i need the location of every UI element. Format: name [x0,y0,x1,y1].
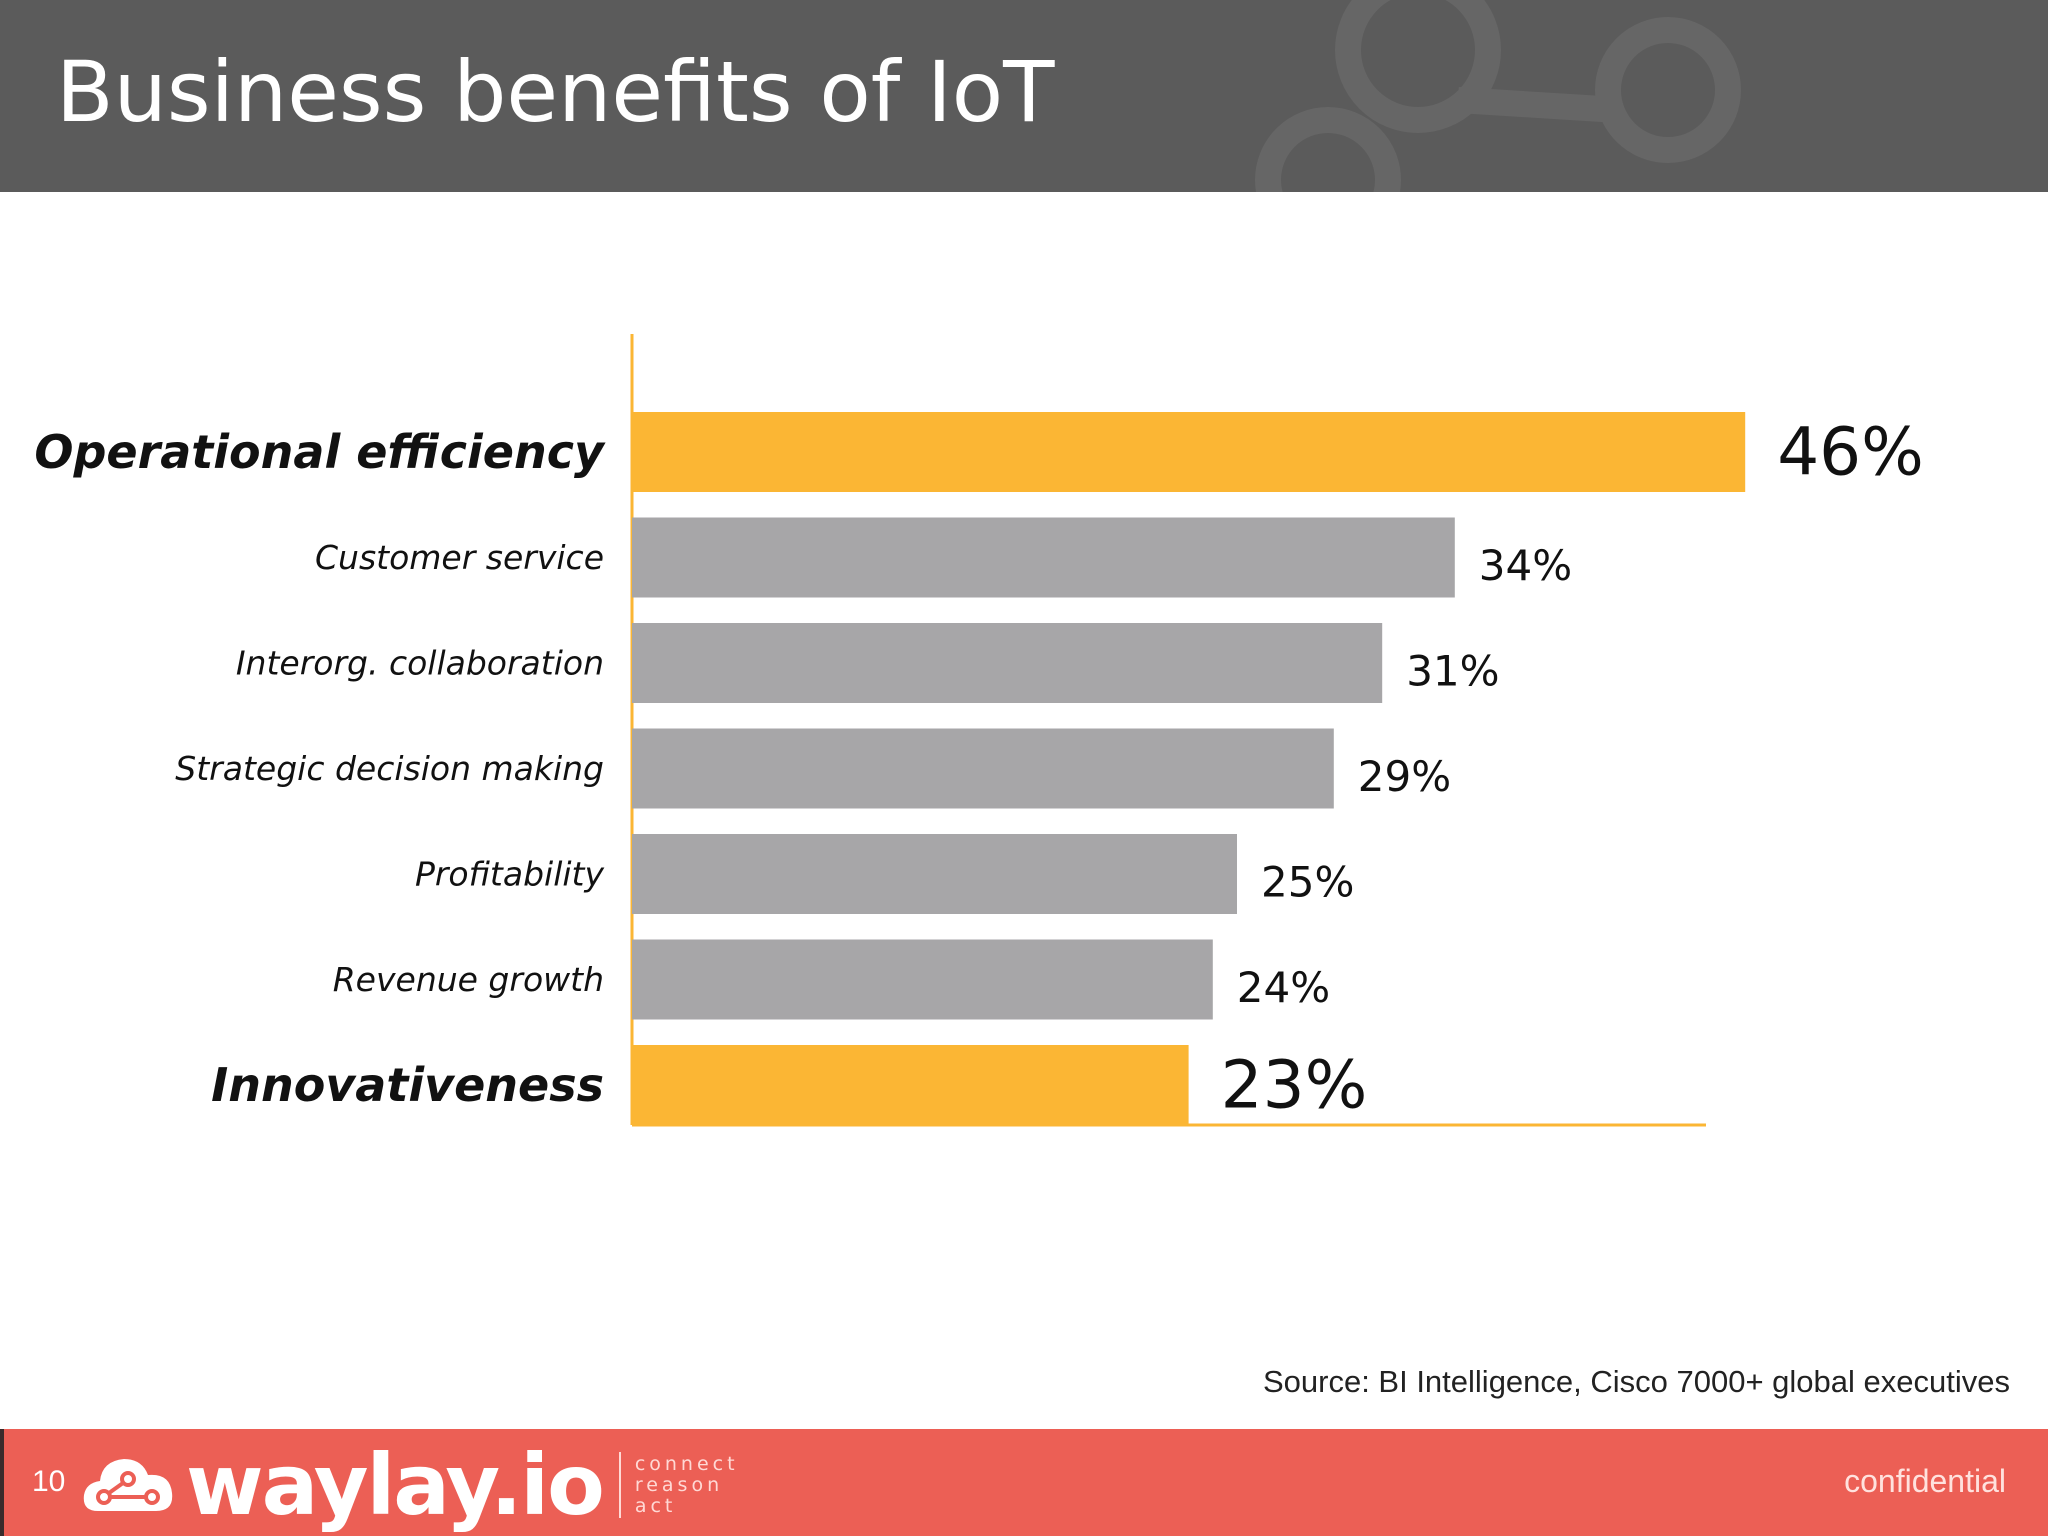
waylay-logo: waylay.io connect reason act [80,1439,739,1531]
header-network-icon [1255,0,1741,192]
footer-edge [0,1429,4,1536]
category-label-innovativeness: Innovativeness [211,1058,604,1112]
value-label-innovativeness: 23% [1221,1047,1368,1124]
bar-profitability [632,834,1237,914]
value-label-revenue-growth: 24% [1237,963,1330,1012]
bar-chart: Operational efficiency Customer service In… [34,334,1924,1127]
bar-operational-efficiency [632,412,1746,492]
tagline-act: act [634,1494,677,1517]
logo-divider [618,1452,621,1518]
category-label-customer-service: Customer service [315,538,604,577]
slide-title: Business benefits of IoT [56,43,1055,141]
value-label-profitability: 25% [1261,858,1354,907]
slide-footer: 10 waylay.io connect reason act confiden… [0,1429,2048,1536]
bar-strategic-decision-making [632,728,1334,809]
category-label-profitability: Profitability [415,855,605,894]
source-note: Source: BI Intelligence, Cisco 7000+ glo… [1262,1364,2010,1399]
confidential-label: confidential [1844,1463,2006,1499]
category-label-interorg-collaboration: Interorg. collaboration [236,644,604,683]
category-label-revenue-growth: Revenue growth [333,960,604,999]
value-label-interorg-collaboration: 31% [1406,647,1499,696]
logo-cloud-icon [83,1459,173,1511]
logo-wordmark: waylay.io [186,1436,605,1534]
tagline-connect: connect [634,1452,739,1475]
category-label-operational-efficiency: Operational efficiency [34,425,606,479]
value-label-operational-efficiency: 46% [1777,414,1924,491]
bar-customer-service [632,517,1455,598]
bar-revenue-growth [632,939,1213,1020]
slide-header: Business benefits of IoT [0,0,2048,192]
value-label-strategic-decision-making: 29% [1358,752,1451,801]
bar-interorg-collaboration [632,623,1383,703]
page-number: 10 [32,1465,66,1498]
value-label-customer-service: 34% [1479,541,1572,590]
tagline-reason: reason [634,1473,724,1496]
category-label-strategic-decision-making: Strategic decision making [175,749,604,788]
bar-innovativeness [632,1045,1189,1125]
logo-tagline: connect reason act [634,1452,739,1517]
